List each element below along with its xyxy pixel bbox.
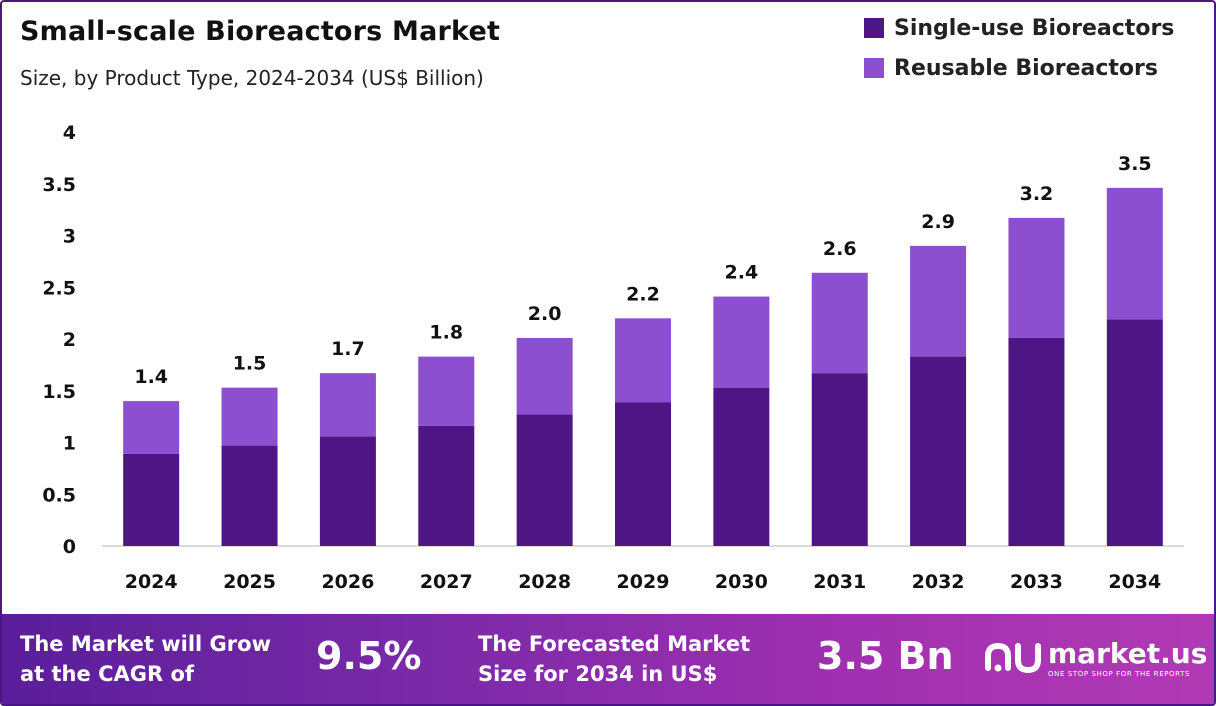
x-tick-label-2030: 2030	[715, 571, 768, 593]
market-us-logo-icon	[985, 642, 1041, 674]
total-label-2028: 2.0	[528, 303, 562, 325]
bar-reusable-2030	[713, 296, 770, 388]
bar-reusable-2025	[221, 387, 278, 446]
bar-single-use-2030	[713, 387, 770, 546]
bar-single-use-2032	[910, 356, 967, 546]
x-tick-label-2033: 2033	[1010, 571, 1063, 593]
brand-tagline: ONE STOP SHOP FOR THE REPORTS	[1048, 669, 1191, 678]
bar-reusable-2031	[811, 272, 868, 374]
y-tick-label: 4	[63, 122, 76, 144]
bar-chart: 0 0.5 1 1.5 2 2.5 3 3.5 4 1.4 2024 1.5 2025 1.7 2026 1.…	[42, 122, 1184, 593]
bar-single-use-2034	[1106, 319, 1163, 546]
y-tick-label: 2.5	[42, 277, 76, 299]
bar-reusable-2033	[1008, 217, 1065, 338]
bar-reusable-2024	[123, 401, 180, 454]
x-tick-label-2025: 2025	[223, 571, 276, 593]
bar-reusable-2028	[516, 337, 573, 415]
chart-title: Small-scale Bioreactors Market	[20, 16, 501, 47]
footer-banner: The Market will Grow at the CAGR of 9.5%…	[2, 614, 1214, 704]
cagr-caption-line2: at the CAGR of	[20, 662, 195, 686]
bar-reusable-2027	[418, 356, 475, 426]
forecast-caption-line1: The Forecasted Market	[478, 632, 751, 656]
cagr-caption: The Market will Grow at the CAGR of	[20, 629, 271, 689]
y-tick-label: 0	[63, 536, 76, 558]
bar-single-use-2029	[615, 402, 671, 546]
bar-single-use-2028	[516, 414, 573, 546]
legend-label-single-use: Single-use Bioreactors	[894, 15, 1175, 41]
forecast-caption-line2: Size for 2034 in US$	[478, 662, 718, 686]
bar-reusable-2034	[1106, 187, 1163, 320]
bar-single-use-2031	[811, 373, 868, 546]
y-tick-label: 3.5	[42, 174, 76, 196]
total-label-2024: 1.4	[134, 366, 168, 388]
brand-text: market.us ONE STOP SHOP FOR THE REPORTS	[1048, 636, 1208, 678]
x-tick-label-2024: 2024	[125, 571, 178, 593]
x-tick-label-2028: 2028	[518, 571, 571, 593]
x-tick-label-2027: 2027	[420, 571, 473, 593]
legend-swatch-reusable	[864, 58, 884, 78]
y-tick-label: 2	[63, 329, 76, 351]
legend-label-reusable: Reusable Bioreactors	[894, 55, 1158, 81]
total-label-2032: 2.9	[921, 211, 955, 233]
bar-single-use-2026	[319, 436, 376, 546]
y-tick-label: 3	[63, 226, 76, 248]
bar-single-use-2024	[123, 453, 180, 546]
bar-reusable-2026	[319, 373, 376, 437]
cagr-caption-line1: The Market will Grow	[20, 632, 271, 656]
x-tick-label-2034: 2034	[1108, 571, 1161, 593]
legend-swatch-single-use	[864, 18, 884, 38]
cagr-value: 9.5%	[316, 634, 422, 678]
y-tick-label: 1.5	[42, 381, 76, 403]
y-tick-label: 1	[63, 433, 76, 455]
y-tick-label: 0.5	[42, 484, 76, 506]
total-label-2026: 1.7	[331, 338, 365, 360]
bar-single-use-2027	[418, 425, 475, 546]
x-tick-label-2026: 2026	[321, 571, 374, 593]
brand-name: market.us	[1048, 636, 1208, 670]
forecast-value: 3.5 Bn	[817, 634, 954, 678]
bar-reusable-2029	[615, 318, 671, 403]
total-label-2025: 1.5	[233, 353, 267, 375]
total-label-2030: 2.4	[725, 262, 759, 284]
x-tick-label-2032: 2032	[912, 571, 965, 593]
brand-logo: market.us ONE STOP SHOP FOR THE REPORTS	[984, 638, 1207, 678]
chart-subtitle: Size, by Product Type, 2024-2034 (US$ Bi…	[20, 66, 484, 90]
total-label-2029: 2.2	[626, 283, 660, 305]
legend-item-reusable: Reusable Bioreactors	[864, 48, 1174, 88]
x-tick-label-2031: 2031	[813, 571, 866, 593]
legend: Single-use Bioreactors Reusable Bioreact…	[864, 8, 1174, 88]
forecast-caption: The Forecasted Market Size for 2034 in U…	[478, 629, 750, 689]
bar-reusable-2032	[910, 245, 967, 357]
bar-single-use-2033	[1008, 337, 1065, 546]
x-tick-label-2029: 2029	[617, 571, 670, 593]
total-label-2027: 1.8	[429, 322, 463, 344]
bar-single-use-2025	[221, 445, 278, 546]
total-label-2034: 3.5	[1118, 153, 1152, 175]
total-label-2033: 3.2	[1020, 183, 1054, 205]
total-label-2031: 2.6	[823, 238, 857, 260]
legend-item-single-use: Single-use Bioreactors	[864, 8, 1174, 48]
